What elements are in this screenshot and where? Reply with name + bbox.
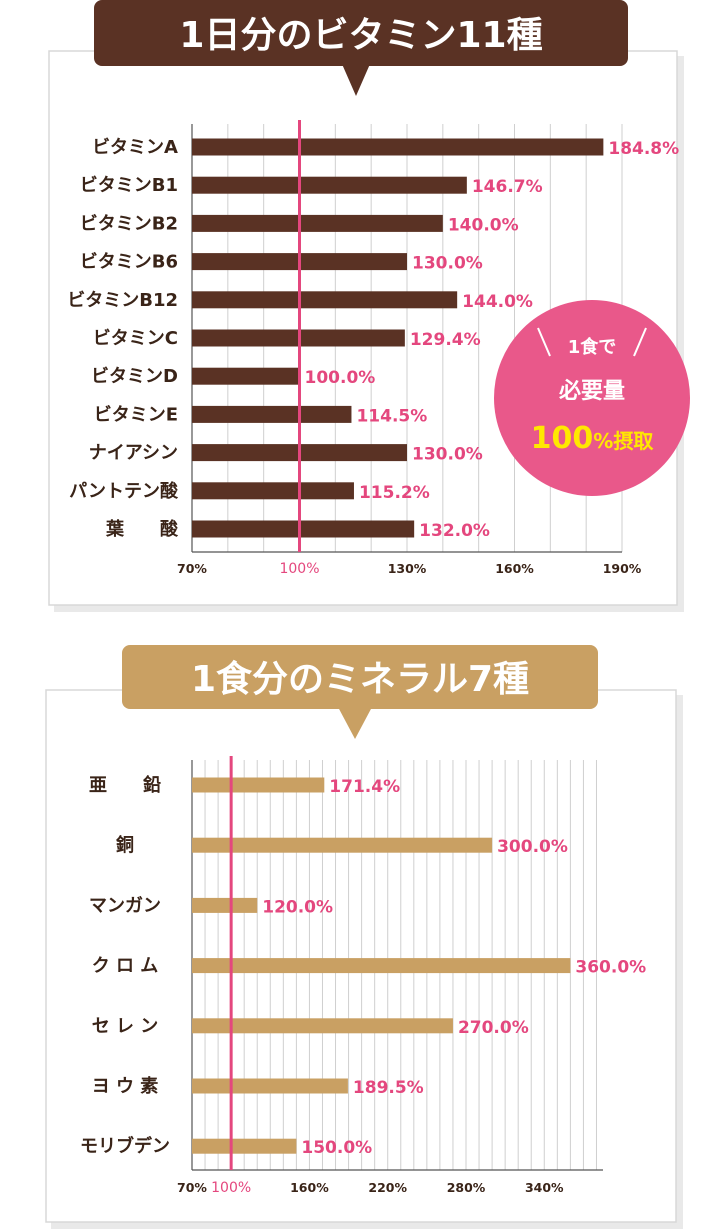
vitamin-value-label: 130.0% [412, 445, 483, 465]
mineral-bar [192, 837, 493, 853]
mineral-chart-panel: 亜 鉛 171.4% 銅 300.0% マンガン 120.0% ク ロ ム 360.0% セ レ… [45, 689, 683, 1229]
vitamin-chart-panel: ビタミンA 184.8% ビタミンB1 146.7% ビタミンB2 140.0% ビタミンB… [48, 50, 690, 612]
vitamin-chart-title: 1日分のビタミン11種 [179, 15, 542, 56]
mineral-category-label: 銅 [116, 834, 134, 856]
vitamin-tick-label: 190% [603, 561, 642, 576]
badge-suffix: %摂取 [593, 429, 653, 453]
vitamin-bar [192, 176, 467, 194]
mineral-category-label: マンガン [89, 895, 161, 916]
vitamin-bar [192, 291, 458, 309]
badge-accent-left [537, 327, 551, 357]
mineral-value-label: 120.0% [262, 897, 333, 917]
intake-badge: 1食で 必要量 100%摂取 [494, 300, 690, 496]
vitamin-category-label: パントテン酸 [69, 480, 179, 502]
vitamin-category-label: ビタミンC [93, 328, 178, 349]
vitamin-title-pointer [342, 64, 370, 96]
mineral-value-label: 300.0% [497, 837, 568, 857]
mineral-bar [192, 1078, 348, 1094]
badge-circle [494, 300, 690, 496]
vitamin-title-banner: 1日分のビタミン11種 [94, 0, 628, 96]
mineral-bar [192, 1138, 297, 1154]
vitamin-tick-label: 100% [279, 561, 319, 577]
vitamin-bar [192, 520, 415, 538]
vitamin-chart-x-axis: 70% 100% 130% 160% 190% [177, 561, 642, 577]
mineral-value-label: 270.0% [458, 1018, 529, 1038]
vitamin-value-label: 184.8% [608, 139, 679, 159]
vitamin-value-label: 115.2% [359, 483, 430, 503]
mineral-value-label: 360.0% [575, 958, 646, 978]
mineral-value-label: 171.4% [329, 777, 400, 797]
mineral-category-label: ヨ ウ 素 [92, 1076, 159, 1097]
mineral-tick-label: 220% [368, 1180, 407, 1195]
mineral-tick-label: 100% [211, 1180, 251, 1196]
badge-line3: 100%摂取 [531, 421, 654, 456]
vitamin-category-label: ナイアシン [89, 443, 178, 464]
mineral-category-label: ク ロ ム [92, 956, 159, 977]
mineral-category-label: セ レ ン [92, 1016, 159, 1037]
vitamin-category-label: ビタミンD [91, 366, 178, 387]
vitamin-bar [192, 138, 604, 156]
mineral-tick-label: 160% [290, 1180, 329, 1195]
mineral-tick-label: 70% [177, 1180, 207, 1195]
badge-accent-right [633, 327, 647, 357]
vitamin-category-label: ビタミンA [92, 137, 178, 158]
vitamin-value-label: 144.0% [462, 292, 533, 312]
mineral-bar [192, 958, 571, 974]
vitamin-chart-bars: ビタミンA 184.8% ビタミンB1 146.7% ビタミンB2 140.0% ビタミンB… [67, 120, 679, 552]
mineral-bar [192, 1018, 453, 1034]
vitamin-category-label: ビタミンB6 [80, 252, 178, 273]
vitamin-value-label: 100.0% [305, 368, 376, 388]
vitamin-value-label: 132.0% [419, 521, 490, 541]
mineral-title-bg [122, 645, 598, 709]
vitamin-category-label: ビタミンB1 [80, 175, 178, 196]
mineral-value-label: 150.0% [301, 1138, 372, 1158]
mineral-chart-x-axis: 70% 100% 160% 220% 280% 340% [177, 1180, 564, 1196]
mineral-bar [192, 777, 325, 793]
mineral-category-label: 亜 鉛 [89, 774, 161, 796]
vitamin-bar [192, 482, 354, 500]
vitamin-bar [192, 405, 352, 423]
vitamin-title-bg [94, 0, 628, 66]
mineral-category-label: モリブデン [80, 1135, 170, 1157]
mineral-chart-title: 1食分のミネラル7種 [191, 659, 529, 700]
mineral-value-label: 189.5% [353, 1078, 424, 1098]
vitamin-category-label: ビタミンB2 [80, 213, 178, 234]
vitamin-value-label: 114.5% [356, 406, 427, 426]
vitamin-tick-label: 70% [177, 561, 207, 576]
vitamin-category-label: 葉 酸 [105, 518, 179, 540]
badge-line2: 必要量 [559, 378, 625, 404]
mineral-bar [192, 897, 258, 913]
vitamin-value-label: 140.0% [448, 215, 519, 235]
vitamin-tick-label: 160% [495, 561, 534, 576]
badge-number: 100 [531, 421, 594, 456]
mineral-tick-label: 280% [447, 1180, 486, 1195]
badge-line1: 1食で [568, 336, 617, 358]
mineral-chart-grid [191, 760, 603, 1171]
vitamin-tick-label: 130% [388, 561, 427, 576]
vitamin-bar [192, 214, 443, 232]
vitamin-value-label: 129.4% [410, 330, 481, 350]
vitamin-value-label: 130.0% [412, 254, 483, 274]
mineral-chart-bars: 亜 鉛 171.4% 銅 300.0% マンガン 120.0% ク ロ ム 360.0% セ レ… [80, 756, 646, 1170]
vitamin-bar [192, 367, 300, 385]
vitamin-category-label: ビタミンB12 [67, 290, 178, 311]
vitamin-value-label: 146.7% [472, 177, 543, 197]
mineral-title-banner: 1食分のミネラル7種 [122, 645, 598, 739]
vitamin-category-label: ビタミンE [94, 404, 178, 425]
mineral-title-pointer [338, 707, 372, 739]
mineral-tick-label: 340% [525, 1180, 564, 1195]
